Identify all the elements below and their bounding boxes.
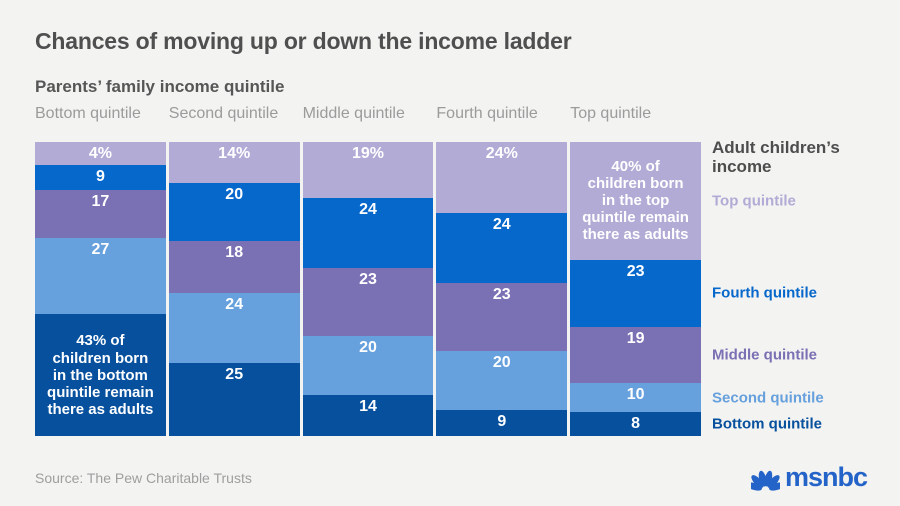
bar-column-second-quintile: 14% 20 18 24 25	[168, 142, 300, 436]
bar-column-fourth-quintile: 24% 24 23 20 9	[436, 142, 568, 436]
bar-segment: 19	[570, 327, 701, 384]
bar-segment: 27	[35, 238, 166, 315]
bar-segment: 10	[570, 383, 701, 413]
bar-segment: 24	[302, 197, 434, 269]
msnbc-logo: msnbc	[750, 462, 868, 493]
bar-segment: 20	[168, 182, 300, 241]
bar-segment: 8	[570, 412, 701, 436]
bar-segment: 18	[168, 240, 300, 294]
legend-item-bottom-quintile: Bottom quintile	[712, 415, 822, 433]
bar-segment: 24	[168, 293, 300, 364]
bar-segment: 14	[302, 394, 434, 436]
nbc-peacock-icon	[750, 470, 780, 491]
bar-segment: 40% of children born in the top quintile…	[570, 142, 701, 260]
column-header-middle-quintile: Middle quintile	[302, 105, 405, 122]
x-axis-title: Parents’ family income quintile	[35, 77, 285, 96]
legend-item-top-quintile: Top quintile	[712, 192, 796, 210]
bar-segment: 23	[436, 283, 568, 351]
legend-item-second-quintile: Second quintile	[712, 389, 824, 407]
column-header-second-quintile: Second quintile	[168, 105, 279, 122]
bar-segment: 9	[35, 164, 166, 191]
column-header-top-quintile: Top quintile	[570, 105, 652, 122]
source-credit: Source: The Pew Charitable Trusts	[35, 470, 252, 486]
column-header-fourth-quintile: Fourth quintile	[436, 105, 538, 122]
legend: Adult children’s income Top quintile Four…	[712, 138, 897, 436]
legend-item-fourth-quintile: Fourth quintile	[712, 284, 817, 302]
bar-segment: 23	[302, 268, 434, 337]
bar-segment: 14%	[168, 142, 300, 183]
page-title: Chances of moving up or down the income …	[35, 28, 572, 54]
legend-title: Adult children’s income	[712, 138, 840, 177]
bar-segment: 43% of children born in the bottom quint…	[35, 314, 166, 436]
bar-segment: 19%	[302, 142, 434, 198]
bar-column-top-quintile: 40% of children born in the top quintile…	[570, 142, 701, 436]
bar-segment: 23	[570, 259, 701, 328]
bar-segment: 20	[302, 336, 434, 395]
bar-segment: 25	[168, 363, 300, 436]
legend-item-middle-quintile: Middle quintile	[712, 346, 817, 364]
bar-segment: 24	[436, 212, 568, 284]
column-headers: Bottom quintile Second quintile Middle q…	[35, 105, 701, 123]
bar-segment: 17	[35, 190, 166, 239]
bar-segment: 4%	[35, 142, 166, 165]
bar-column-middle-quintile: 19% 24 23 20 14	[302, 142, 434, 436]
column-header-bottom-quintile: Bottom quintile	[35, 105, 141, 122]
stacked-bar-chart: 4% 9 17 27 43% of children born in the botto…	[35, 142, 701, 436]
bar-segment: 24%	[436, 142, 568, 213]
bar-column-bottom-quintile: 4% 9 17 27 43% of children born in the botto…	[35, 142, 166, 436]
bar-segment: 20	[436, 350, 568, 410]
bar-segment: 9	[436, 409, 568, 436]
msnbc-logo-text: msnbc	[784, 462, 868, 492]
